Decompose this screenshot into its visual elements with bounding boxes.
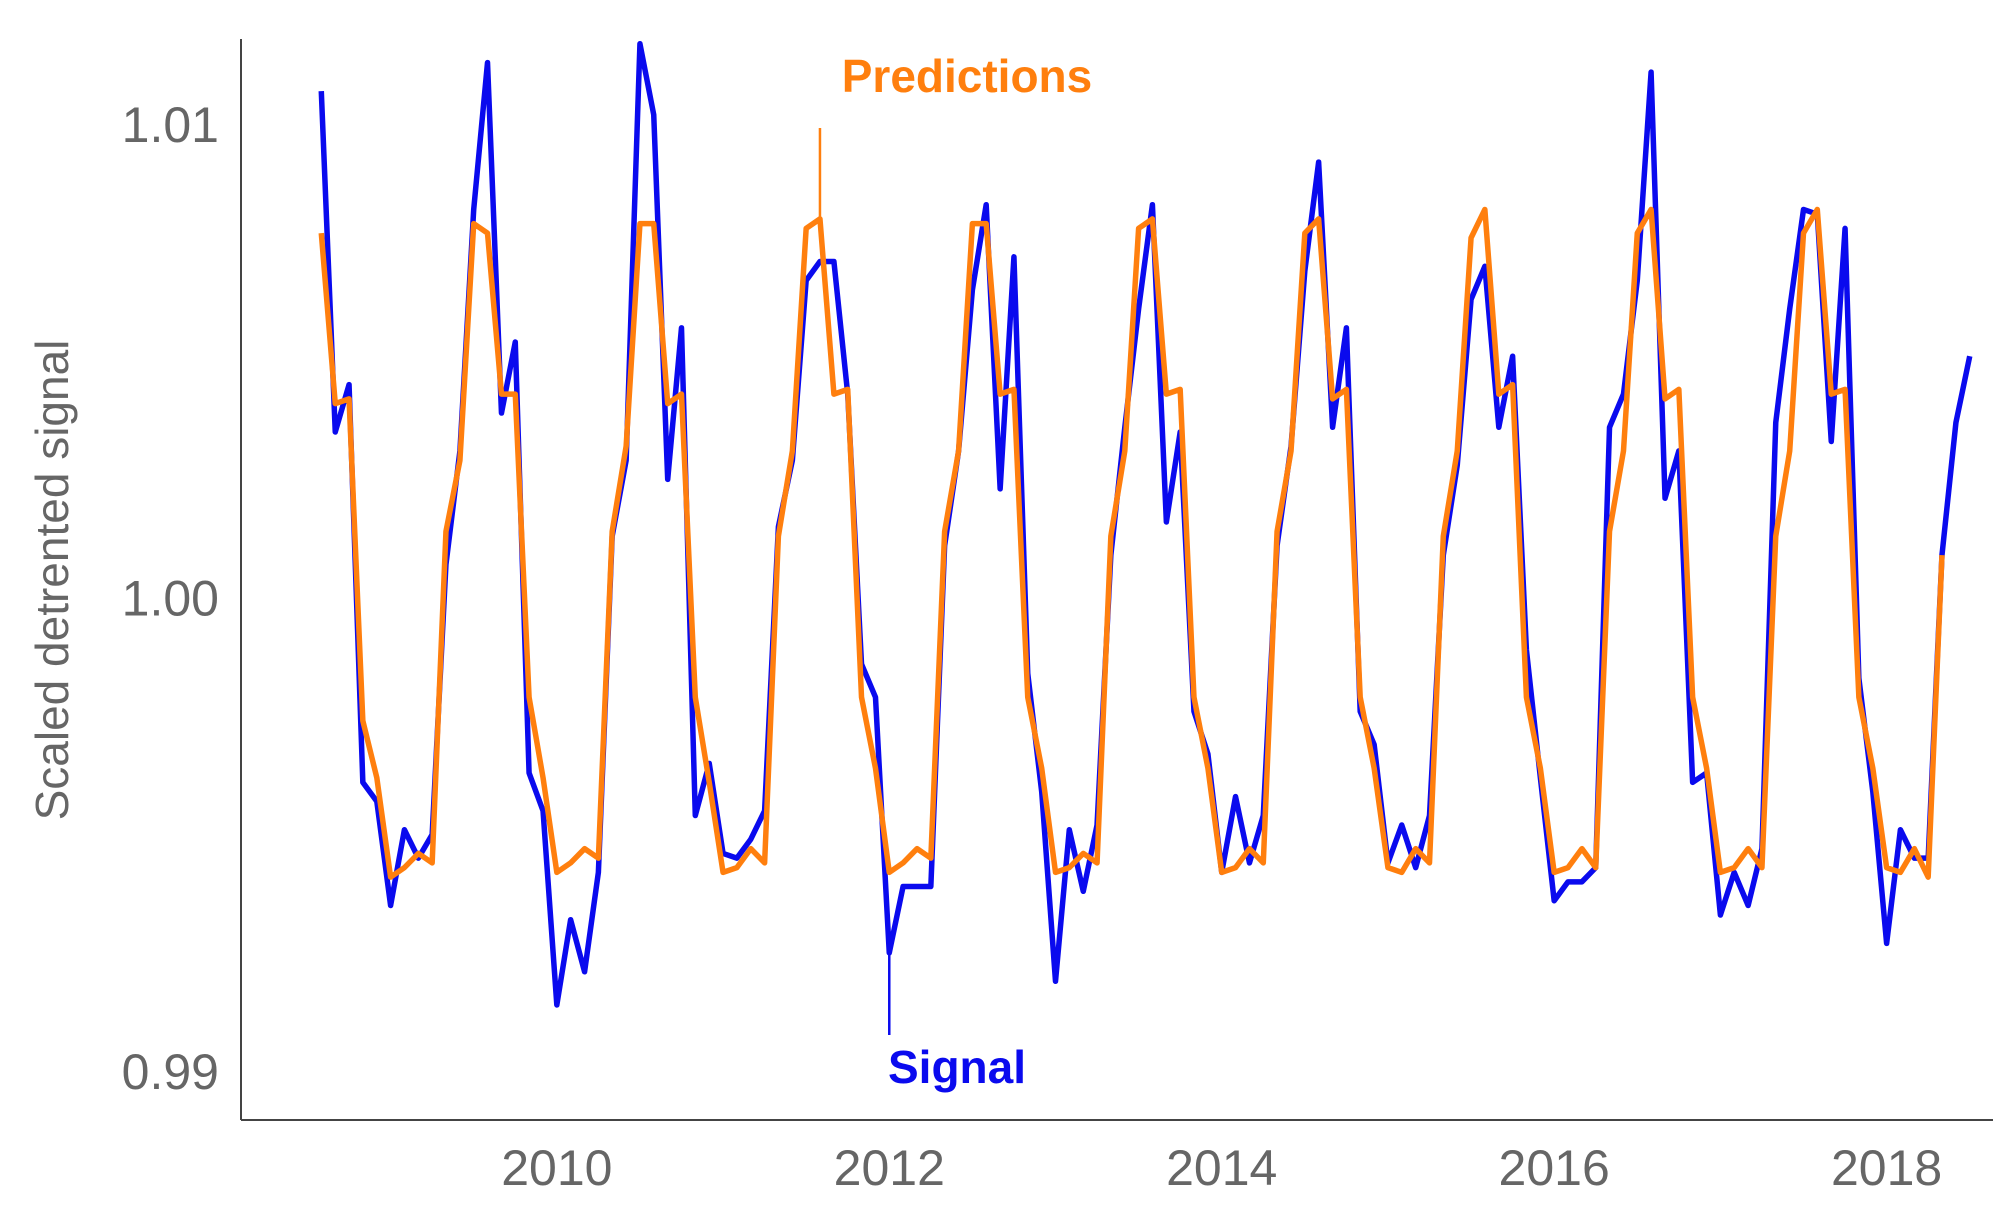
y-tick-label: 1.00 [122, 571, 219, 627]
x-tick-label: 2014 [1166, 1140, 1277, 1196]
y-axis-title: Scaled detrented signal [26, 340, 78, 821]
annotation: Predictions [842, 50, 1093, 102]
y-tick-label: 1.01 [122, 97, 219, 153]
x-tick-label: 2012 [834, 1140, 945, 1196]
series-line [318, 40, 1973, 1008]
x-tick-label: 2010 [501, 1140, 612, 1196]
x-tick-label: 2016 [1499, 1140, 1610, 1196]
annotation: Signal [888, 1041, 1026, 1093]
series-line [318, 206, 1945, 880]
x-tick-label: 2018 [1831, 1140, 1942, 1196]
y-tick-label: 0.99 [122, 1044, 219, 1100]
